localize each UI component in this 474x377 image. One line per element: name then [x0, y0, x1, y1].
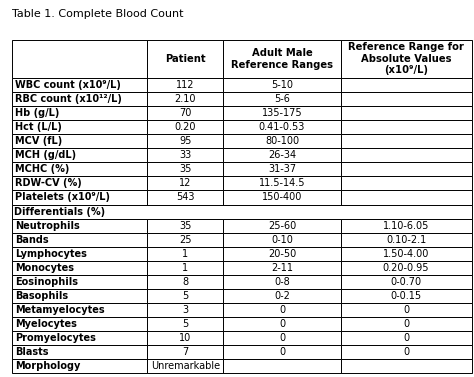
Text: 0: 0	[279, 333, 285, 343]
Text: 35: 35	[179, 221, 191, 231]
Text: RBC count (x10¹²/L): RBC count (x10¹²/L)	[15, 94, 122, 104]
Text: 31-37: 31-37	[268, 164, 296, 174]
Text: 5-6: 5-6	[274, 94, 290, 104]
Text: WBC count (x10⁹/L): WBC count (x10⁹/L)	[15, 80, 121, 90]
Text: 1: 1	[182, 249, 189, 259]
Text: 0.10-2.1: 0.10-2.1	[386, 234, 426, 245]
Text: 95: 95	[179, 136, 191, 146]
Text: 0: 0	[403, 347, 409, 357]
Text: 0-10: 0-10	[271, 234, 293, 245]
Text: Bands: Bands	[15, 234, 49, 245]
Text: RDW-CV (%): RDW-CV (%)	[15, 178, 82, 188]
Text: 20-50: 20-50	[268, 249, 296, 259]
Text: Morphology: Morphology	[15, 361, 81, 371]
Text: 0: 0	[403, 305, 409, 315]
Text: Table 1. Complete Blood Count: Table 1. Complete Blood Count	[12, 9, 183, 20]
Text: Neutrophils: Neutrophils	[15, 221, 80, 231]
Text: 33: 33	[179, 150, 191, 160]
Text: 70: 70	[179, 108, 191, 118]
Text: Monocytes: Monocytes	[15, 263, 74, 273]
Text: 5: 5	[182, 319, 189, 329]
Text: 0: 0	[403, 333, 409, 343]
Text: 3: 3	[182, 305, 189, 315]
Text: Myelocytes: Myelocytes	[15, 319, 77, 329]
Text: 543: 543	[176, 193, 195, 202]
Text: 0: 0	[279, 305, 285, 315]
Text: MCHC (%): MCHC (%)	[15, 164, 70, 174]
Text: Differentials (%): Differentials (%)	[14, 207, 105, 216]
Text: Hct (L/L): Hct (L/L)	[15, 122, 62, 132]
Text: 80-100: 80-100	[265, 136, 299, 146]
Text: 1: 1	[182, 263, 189, 273]
Text: 2.10: 2.10	[174, 94, 196, 104]
Text: 0: 0	[279, 347, 285, 357]
Text: MCH (g/dL): MCH (g/dL)	[15, 150, 76, 160]
Text: 12: 12	[179, 178, 191, 188]
Text: Unremarkable: Unremarkable	[151, 361, 220, 371]
Text: Promyelocytes: Promyelocytes	[15, 333, 96, 343]
Text: Metamyelocytes: Metamyelocytes	[15, 305, 105, 315]
Text: 0: 0	[279, 319, 285, 329]
Text: 8: 8	[182, 277, 189, 287]
Text: Eosinophils: Eosinophils	[15, 277, 78, 287]
Text: 7: 7	[182, 347, 189, 357]
Text: 0-8: 0-8	[274, 277, 290, 287]
Text: 0-0.70: 0-0.70	[391, 277, 422, 287]
Text: 5: 5	[182, 291, 189, 301]
Text: 0.20: 0.20	[174, 122, 196, 132]
Text: Patient: Patient	[165, 54, 206, 64]
Text: Basophils: Basophils	[15, 291, 68, 301]
Text: 35: 35	[179, 164, 191, 174]
Text: 0-2: 0-2	[274, 291, 290, 301]
Text: 1.50-4.00: 1.50-4.00	[383, 249, 429, 259]
Text: 0.20-0.95: 0.20-0.95	[383, 263, 429, 273]
Text: 150-400: 150-400	[262, 193, 302, 202]
Text: 25-60: 25-60	[268, 221, 296, 231]
Text: 26-34: 26-34	[268, 150, 296, 160]
Text: 112: 112	[176, 80, 195, 90]
Text: 135-175: 135-175	[262, 108, 302, 118]
Text: MCV (fL): MCV (fL)	[15, 136, 63, 146]
Text: 0.41-0.53: 0.41-0.53	[259, 122, 305, 132]
Text: Platelets (x10⁹/L): Platelets (x10⁹/L)	[15, 193, 110, 202]
Text: 5-10: 5-10	[271, 80, 293, 90]
Text: 10: 10	[179, 333, 191, 343]
Text: 11.5-14.5: 11.5-14.5	[259, 178, 305, 188]
Text: Blasts: Blasts	[15, 347, 49, 357]
Text: Adult Male
Reference Ranges: Adult Male Reference Ranges	[231, 48, 333, 70]
Text: Reference Range for
Absolute Values
(x10⁹/L): Reference Range for Absolute Values (x10…	[348, 42, 464, 75]
Text: 0: 0	[403, 319, 409, 329]
Text: 1.10-6.05: 1.10-6.05	[383, 221, 429, 231]
Text: 25: 25	[179, 234, 191, 245]
Text: 2-11: 2-11	[271, 263, 293, 273]
Text: Hb (g/L): Hb (g/L)	[15, 108, 60, 118]
Text: Lymphocytes: Lymphocytes	[15, 249, 87, 259]
Text: 0-0.15: 0-0.15	[391, 291, 422, 301]
